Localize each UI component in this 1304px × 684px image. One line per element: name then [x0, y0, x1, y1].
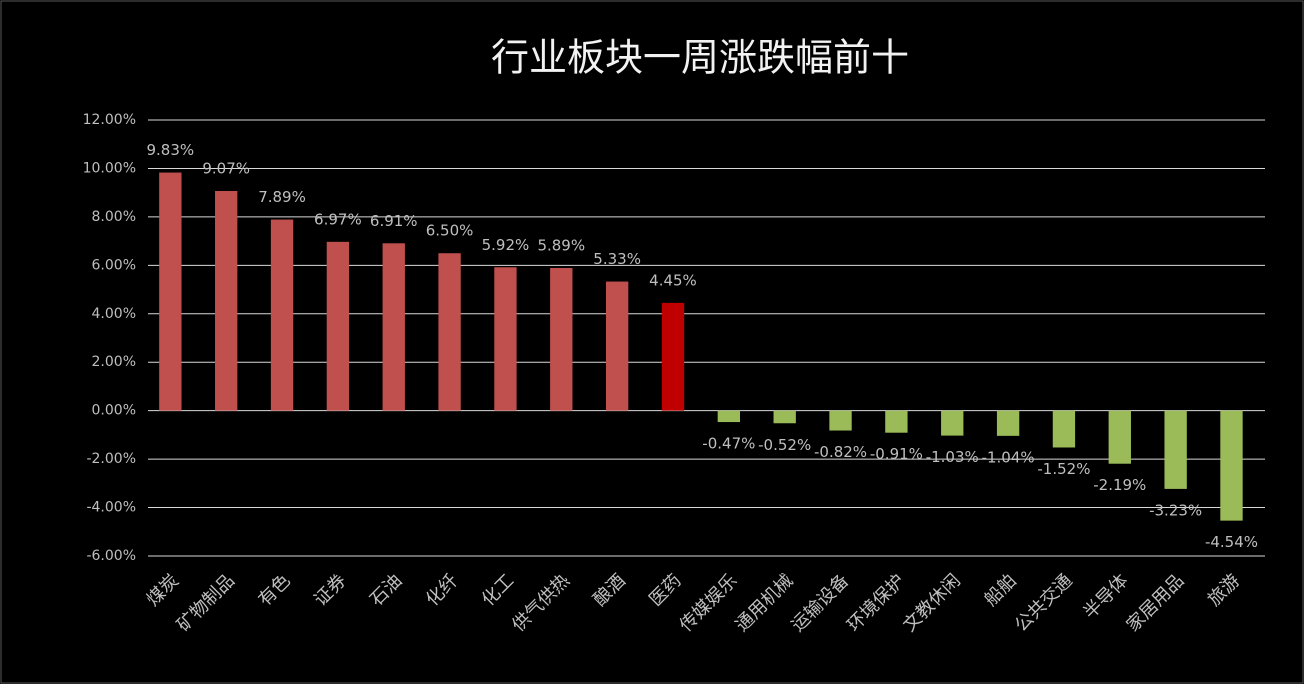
value-label: -2.19% — [1093, 476, 1146, 494]
value-label: 6.91% — [370, 212, 418, 230]
value-label: -0.52% — [758, 436, 811, 454]
bar — [215, 190, 238, 411]
bar — [1164, 410, 1187, 489]
value-label: 4.45% — [649, 271, 697, 289]
bar — [494, 267, 517, 411]
bar — [438, 253, 461, 411]
y-tick-label: -6.00% — [86, 548, 136, 564]
y-tick-label: 12.00% — [83, 112, 136, 128]
value-label: 6.97% — [314, 210, 362, 228]
bar — [829, 410, 852, 431]
y-tick-label: 6.00% — [92, 257, 136, 273]
bar — [941, 410, 964, 436]
y-tick-label: 4.00% — [92, 306, 136, 322]
value-label: -1.03% — [926, 448, 979, 466]
bar — [1108, 410, 1131, 464]
value-label: -1.04% — [982, 448, 1035, 466]
value-label: -0.47% — [702, 435, 755, 453]
bar — [326, 241, 350, 411]
y-tick-label: 2.00% — [92, 354, 136, 370]
y-tick-label: -2.00% — [86, 451, 136, 467]
bar — [996, 410, 1020, 436]
bar — [270, 219, 294, 411]
value-label: -4.54% — [1205, 533, 1258, 551]
bar — [382, 243, 405, 411]
bar — [717, 410, 741, 423]
value-label: 7.89% — [258, 188, 306, 206]
value-label: 5.89% — [537, 236, 585, 254]
value-label: 9.83% — [147, 141, 195, 159]
value-label: -1.52% — [1037, 460, 1090, 478]
bar — [159, 172, 182, 411]
bar — [773, 410, 796, 424]
y-tick-label: 0.00% — [92, 403, 136, 419]
bar — [885, 410, 908, 433]
value-label: 9.07% — [202, 159, 250, 177]
bar — [1220, 410, 1243, 521]
value-label: -3.23% — [1149, 501, 1202, 519]
bar — [550, 267, 573, 411]
value-label: -0.91% — [870, 445, 923, 463]
bar — [605, 281, 629, 411]
y-tick-label: -4.00% — [86, 500, 136, 516]
y-tick-label: 10.00% — [83, 160, 136, 176]
value-label: 5.92% — [482, 236, 530, 254]
y-tick-label: 8.00% — [92, 209, 136, 225]
value-label: -0.82% — [814, 443, 867, 461]
chart-title: 行业板块一周涨跌幅前十 — [491, 36, 909, 80]
value-label: 6.50% — [426, 222, 474, 240]
bar — [661, 302, 685, 411]
bar — [1052, 410, 1076, 448]
value-label: 5.33% — [593, 250, 641, 268]
